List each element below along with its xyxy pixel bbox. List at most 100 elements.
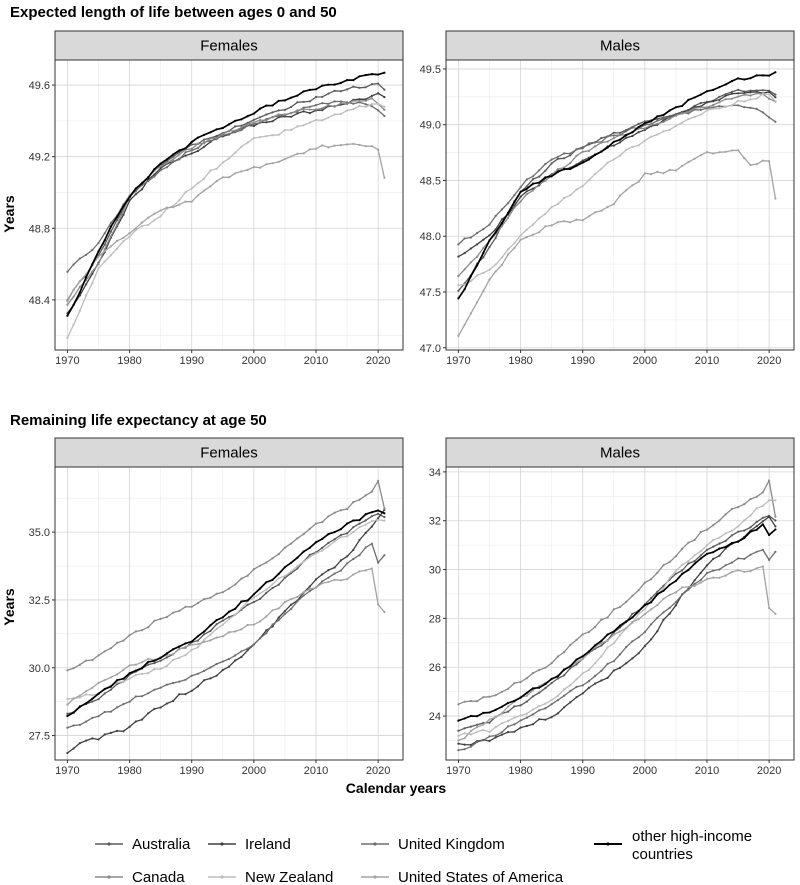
legend-item-ohi: other high-income countries: [594, 828, 752, 863]
data-point: [563, 706, 566, 709]
data-point: [519, 238, 522, 241]
data-point: [122, 703, 125, 706]
data-point: [674, 579, 678, 583]
data-point: [283, 576, 286, 579]
data-point: [625, 136, 628, 139]
data-point: [302, 591, 305, 594]
data-point: [116, 729, 119, 733]
data-point: [277, 99, 280, 102]
data-point: [650, 623, 653, 626]
data-point: [513, 246, 516, 250]
data-point: [513, 682, 516, 685]
data-point: [370, 567, 373, 570]
data-point: [755, 74, 758, 77]
data-point: [209, 624, 212, 627]
data-point: [507, 687, 510, 690]
data-point: [252, 124, 255, 128]
data-point: [234, 119, 237, 122]
data-point: [308, 105, 311, 108]
data-point: [531, 233, 535, 236]
data-point: [178, 153, 181, 156]
data-point: [594, 172, 597, 175]
data-point: [240, 628, 243, 631]
data-point: [364, 74, 367, 77]
data-point: [159, 167, 162, 170]
data-point: [159, 706, 162, 709]
data-point: [631, 640, 634, 643]
data-point: [296, 595, 299, 599]
data-point: [612, 642, 615, 645]
data-point: [134, 720, 137, 723]
data-point: [147, 712, 150, 715]
data-point: [246, 603, 249, 607]
series-ohi: [66, 509, 386, 718]
data-point: [178, 656, 181, 659]
data-point: [594, 625, 597, 629]
series-lines: [457, 479, 777, 752]
data-point: [240, 650, 243, 653]
data-point: [147, 672, 150, 675]
x-tick-label: 2020: [757, 765, 781, 777]
data-point: [153, 668, 156, 671]
data-point: [507, 202, 510, 205]
series-gbr: [66, 542, 386, 729]
data-point: [668, 109, 671, 112]
data-point: [333, 144, 336, 147]
data-point: [147, 692, 150, 695]
x-tick-label: 1980: [117, 765, 141, 777]
data-point: [563, 668, 566, 671]
data-point: [482, 696, 485, 699]
legend-item-usa: United States of America: [361, 869, 564, 885]
data-point: [457, 719, 460, 722]
data-point: [550, 681, 553, 685]
data-point: [469, 745, 472, 748]
data-point: [308, 100, 311, 103]
data-point: [705, 564, 709, 567]
data-point: [737, 540, 740, 543]
data-point: [687, 562, 690, 565]
data-point: [550, 162, 553, 165]
data-point: [321, 102, 324, 105]
data-point: [507, 731, 510, 734]
legend-item-nzl: New Zealand: [208, 869, 333, 885]
data-point: [271, 623, 274, 626]
data-point: [339, 559, 342, 562]
data-point: [327, 533, 330, 536]
data-point: [519, 234, 522, 237]
data-point: [153, 619, 156, 622]
data-point: [656, 122, 659, 125]
series-nzl: [66, 102, 386, 339]
data-point: [103, 688, 106, 691]
data-point: [544, 702, 547, 705]
data-point: [699, 550, 702, 553]
data-point: [153, 659, 156, 662]
data-point: [333, 113, 336, 116]
data-point: [221, 133, 224, 136]
data-point: [302, 594, 305, 597]
data-point: [221, 660, 224, 663]
data-point: [122, 639, 125, 642]
data-point: [172, 206, 175, 209]
data-point: [656, 115, 659, 118]
data-point: [755, 525, 758, 528]
data-point: [66, 300, 69, 303]
data-point: [538, 686, 541, 689]
strip-label: Males: [600, 445, 640, 462]
data-point: [178, 149, 181, 152]
data-point: [637, 612, 640, 616]
data-point: [66, 303, 69, 306]
data-point: [302, 100, 305, 103]
data-point: [91, 737, 94, 740]
data-point: [643, 630, 647, 634]
data-point: [321, 582, 324, 585]
data-point: [358, 526, 361, 529]
data-point: [159, 686, 162, 689]
data-point: [699, 108, 702, 111]
data-point: [743, 519, 746, 522]
data-point: [476, 740, 479, 744]
x-tick-label: 2000: [242, 765, 266, 777]
data-point: [618, 154, 622, 157]
data-point: [97, 698, 100, 701]
data-point: [761, 74, 765, 77]
data-point: [556, 168, 560, 171]
